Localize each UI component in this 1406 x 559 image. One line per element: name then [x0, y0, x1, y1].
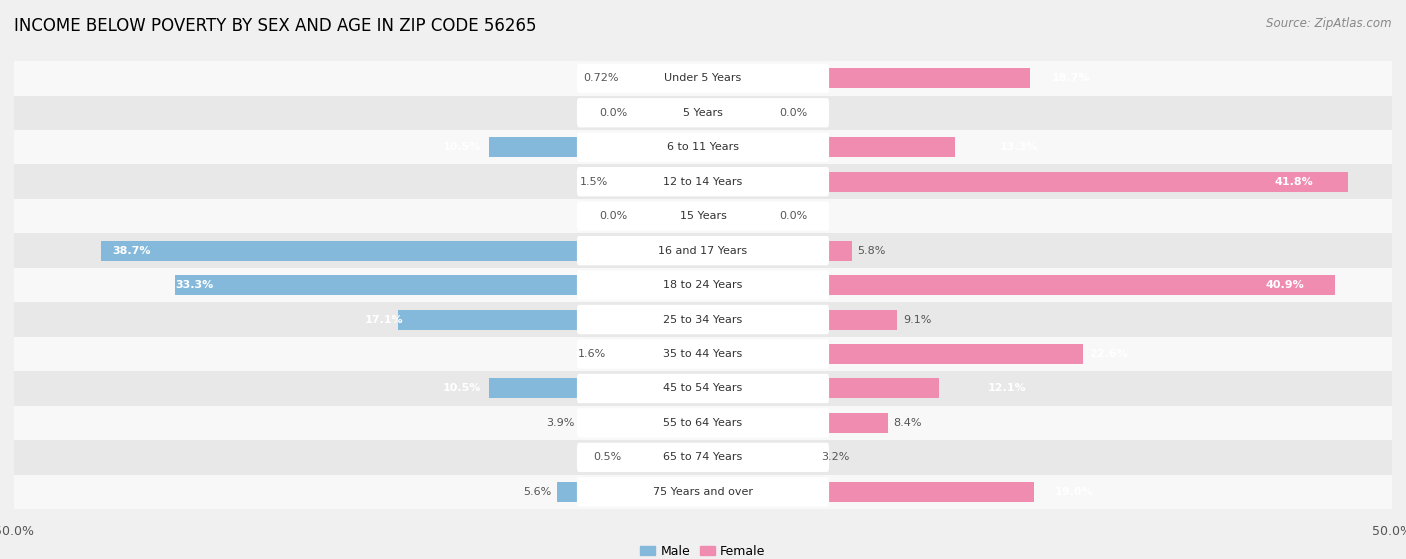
Bar	[772, 240, 852, 260]
Bar	[627, 447, 634, 467]
Bar	[14, 96, 1392, 130]
Bar	[14, 440, 1392, 475]
FancyBboxPatch shape	[576, 64, 830, 93]
Text: 3.9%: 3.9%	[547, 418, 575, 428]
Bar	[14, 234, 1392, 268]
Bar	[398, 310, 634, 330]
Text: 0.0%: 0.0%	[779, 108, 807, 118]
Text: 22.6%: 22.6%	[1088, 349, 1128, 359]
Bar	[557, 482, 634, 502]
Bar	[14, 406, 1392, 440]
Text: 15 Years: 15 Years	[679, 211, 727, 221]
Bar	[772, 310, 897, 330]
Text: 65 to 74 Years: 65 to 74 Years	[664, 452, 742, 462]
Bar	[624, 68, 634, 88]
Bar	[772, 138, 955, 157]
FancyBboxPatch shape	[576, 167, 830, 196]
Text: 33.3%: 33.3%	[176, 280, 214, 290]
Text: 5.6%: 5.6%	[523, 487, 551, 497]
Text: 41.8%: 41.8%	[1274, 177, 1313, 187]
Text: Source: ZipAtlas.com: Source: ZipAtlas.com	[1267, 17, 1392, 30]
Bar	[772, 275, 1336, 295]
Text: 55 to 64 Years: 55 to 64 Years	[664, 418, 742, 428]
Text: 17.1%: 17.1%	[366, 315, 404, 325]
Bar	[14, 164, 1392, 199]
Text: 0.5%: 0.5%	[593, 452, 621, 462]
Bar	[176, 275, 634, 295]
FancyBboxPatch shape	[576, 201, 830, 231]
Text: 18.7%: 18.7%	[1052, 73, 1090, 83]
Text: 12 to 14 Years: 12 to 14 Years	[664, 177, 742, 187]
Bar	[14, 130, 1392, 164]
FancyBboxPatch shape	[576, 98, 830, 127]
Bar	[772, 68, 1029, 88]
Text: 75 Years and over: 75 Years and over	[652, 487, 754, 497]
Text: 25 to 34 Years: 25 to 34 Years	[664, 315, 742, 325]
Bar	[772, 172, 1348, 192]
FancyBboxPatch shape	[576, 443, 830, 472]
Bar	[612, 344, 634, 364]
Text: 0.0%: 0.0%	[599, 211, 627, 221]
FancyBboxPatch shape	[576, 236, 830, 266]
Bar	[14, 337, 1392, 371]
Text: 35 to 44 Years: 35 to 44 Years	[664, 349, 742, 359]
FancyBboxPatch shape	[576, 339, 830, 369]
Bar	[772, 378, 939, 399]
Text: 8.4%: 8.4%	[893, 418, 922, 428]
FancyBboxPatch shape	[576, 374, 830, 403]
Text: 18 to 24 Years: 18 to 24 Years	[664, 280, 742, 290]
Text: 0.72%: 0.72%	[583, 73, 619, 83]
FancyBboxPatch shape	[576, 271, 830, 300]
Text: 40.9%: 40.9%	[1265, 280, 1305, 290]
FancyBboxPatch shape	[576, 408, 830, 438]
Bar	[772, 482, 1033, 502]
Bar	[14, 302, 1392, 337]
Bar	[14, 268, 1392, 302]
Bar	[613, 172, 634, 192]
Text: 10.5%: 10.5%	[443, 142, 481, 152]
FancyBboxPatch shape	[576, 132, 830, 162]
Bar	[14, 475, 1392, 509]
Text: 5 Years: 5 Years	[683, 108, 723, 118]
Text: 10.5%: 10.5%	[443, 383, 481, 394]
Bar	[772, 344, 1083, 364]
Text: 1.5%: 1.5%	[579, 177, 607, 187]
Text: Under 5 Years: Under 5 Years	[665, 73, 741, 83]
Text: 38.7%: 38.7%	[112, 245, 150, 255]
Text: 6 to 11 Years: 6 to 11 Years	[666, 142, 740, 152]
Text: 9.1%: 9.1%	[903, 315, 931, 325]
Text: 0.0%: 0.0%	[779, 211, 807, 221]
Bar	[772, 413, 887, 433]
Bar	[489, 378, 634, 399]
Text: 3.2%: 3.2%	[821, 452, 849, 462]
Text: 19.0%: 19.0%	[1054, 487, 1092, 497]
Bar	[14, 371, 1392, 406]
Text: 1.6%: 1.6%	[578, 349, 606, 359]
Bar	[581, 413, 634, 433]
Legend: Male, Female: Male, Female	[636, 540, 770, 559]
Text: 0.0%: 0.0%	[599, 108, 627, 118]
FancyBboxPatch shape	[576, 305, 830, 334]
Bar	[14, 61, 1392, 96]
Text: 5.8%: 5.8%	[858, 245, 886, 255]
Bar	[772, 447, 815, 467]
Text: INCOME BELOW POVERTY BY SEX AND AGE IN ZIP CODE 56265: INCOME BELOW POVERTY BY SEX AND AGE IN Z…	[14, 17, 537, 35]
Text: 16 and 17 Years: 16 and 17 Years	[658, 245, 748, 255]
Bar	[101, 240, 634, 260]
Bar	[14, 199, 1392, 234]
Text: 13.3%: 13.3%	[1000, 142, 1038, 152]
Text: 45 to 54 Years: 45 to 54 Years	[664, 383, 742, 394]
FancyBboxPatch shape	[576, 477, 830, 506]
Bar	[489, 138, 634, 157]
Text: 12.1%: 12.1%	[988, 383, 1026, 394]
